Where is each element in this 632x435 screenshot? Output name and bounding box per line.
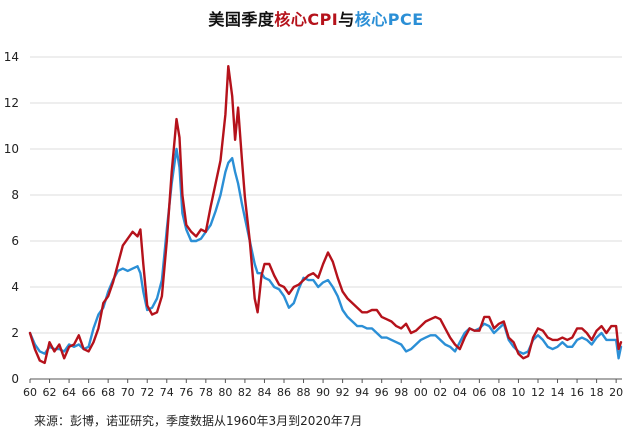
x-tick-label: 10 xyxy=(511,386,525,399)
x-tick-label: 14 xyxy=(551,386,565,399)
series-line-core-cpi xyxy=(28,65,623,365)
x-tick-label: 16 xyxy=(570,386,584,399)
x-tick-label: 04 xyxy=(453,386,467,399)
x-tick-label: 82 xyxy=(238,386,252,399)
x-tick-label: 70 xyxy=(121,386,135,399)
x-tick-label: 02 xyxy=(433,386,447,399)
y-tick-label: 14 xyxy=(4,50,19,64)
grid-lines xyxy=(30,56,622,334)
x-axis xyxy=(29,378,622,383)
x-tick-label: 06 xyxy=(472,386,486,399)
x-tick-label: 64 xyxy=(62,386,76,399)
series-line-core-pce xyxy=(28,147,623,360)
x-tick-label: 92 xyxy=(336,386,350,399)
series-lines xyxy=(28,65,623,365)
x-tick-label: 18 xyxy=(590,386,604,399)
x-tick-label: 66 xyxy=(82,386,96,399)
title-part-pce: 核心PCE xyxy=(354,10,424,29)
chart-title: 美国季度核心CPI与核心PCE xyxy=(0,6,632,30)
x-tick-label: 96 xyxy=(375,386,389,399)
x-tick-label: 78 xyxy=(199,386,213,399)
x-tick-label: 76 xyxy=(179,386,193,399)
x-tick-label: 86 xyxy=(277,386,291,399)
source-note: 来源：彭博，诺亚研究，季度数据从1960年3月到2020年7月 xyxy=(34,414,363,428)
y-tick-label: 10 xyxy=(4,142,19,156)
x-tick-label: 88 xyxy=(297,386,311,399)
y-axis-ticks: 0 2 4 6 8 10 12 14 xyxy=(4,50,19,386)
title-part-main: 美国季度 xyxy=(208,10,275,29)
x-tick-label: 20 xyxy=(609,386,623,399)
y-tick-label: 2 xyxy=(11,326,19,340)
x-axis-ticks: 60 62 64 66 68 70 72 74 76 78 80 82 84 86 88 90 92 94 96 98… xyxy=(23,386,623,399)
y-tick-label: 12 xyxy=(4,96,19,110)
y-tick-label: 8 xyxy=(11,188,19,202)
title-part-and: 与 xyxy=(338,10,355,29)
y-tick-label: 0 xyxy=(11,372,19,386)
x-tick-label: 12 xyxy=(531,386,545,399)
x-tick-label: 94 xyxy=(355,386,369,399)
x-tick-label: 00 xyxy=(414,386,428,399)
x-tick-label: 90 xyxy=(316,386,330,399)
x-tick-label: 60 xyxy=(23,386,37,399)
x-tick-label: 84 xyxy=(257,386,271,399)
x-tick-label: 72 xyxy=(140,386,154,399)
x-tick-label: 08 xyxy=(492,386,506,399)
x-tick-label: 74 xyxy=(160,386,174,399)
x-tick-label: 62 xyxy=(43,386,57,399)
y-tick-label: 6 xyxy=(11,234,19,248)
y-tick-label: 4 xyxy=(11,280,19,294)
x-tick-label: 80 xyxy=(218,386,232,399)
title-part-cpi: 核心CPI xyxy=(274,10,339,29)
x-tick-label: 68 xyxy=(101,386,115,399)
x-tick-label: 98 xyxy=(394,386,408,399)
